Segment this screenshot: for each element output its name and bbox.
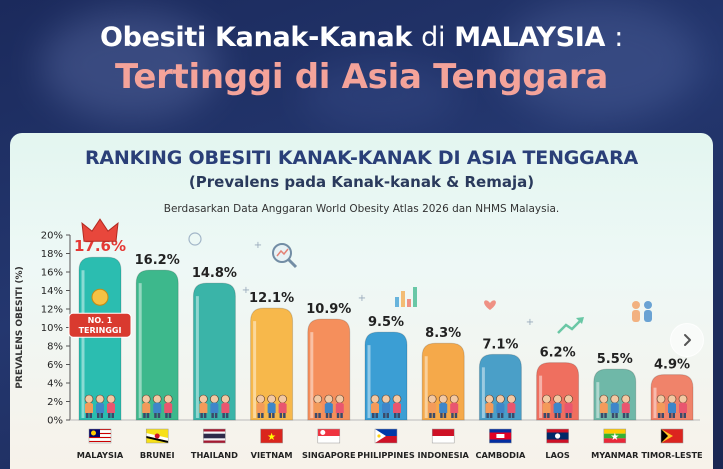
x-category-label: LAOS <box>545 450 570 460</box>
x-category-label: BRUNEI <box>140 450 175 460</box>
bar-value-label: 16.2% <box>135 253 180 268</box>
crown-icon <box>81 218 119 242</box>
y-tick-label: 10% <box>41 323 63 334</box>
heart-hand-icon <box>484 300 496 310</box>
bar-value-label: 12.1% <box>249 291 294 306</box>
country-flag-icon <box>88 428 112 444</box>
title-part2: di <box>421 22 446 53</box>
y-tick-label: 18% <box>41 249 63 260</box>
bar <box>78 256 122 421</box>
y-tick-label: 6% <box>47 360 63 371</box>
x-category-label: CAMBODIA <box>475 450 526 460</box>
y-tick-label: 14% <box>41 286 63 297</box>
x-category-label: MALAYSIA <box>77 450 124 460</box>
x-category-label: INDONESIA <box>418 450 470 460</box>
x-category-label: SINGAPORE <box>302 450 356 460</box>
country-flag-icon: ★ <box>260 428 283 444</box>
bar-group: 7.1% CAMBODIA <box>475 337 526 460</box>
bar-value-label: 4.9% <box>654 358 690 373</box>
bar-value-label: 6.2% <box>540 346 576 361</box>
country-flag-icon <box>317 428 341 444</box>
bar-group: 14.8% THAILAND <box>191 266 238 460</box>
bar <box>135 269 179 421</box>
main-title: Obesiti Kanak-Kanak di MALAYSIA : <box>0 22 723 53</box>
country-flag-icon <box>431 428 455 444</box>
badge-line1: NO. 1 <box>88 316 113 325</box>
bar-chart-icon <box>395 287 417 307</box>
country-flag-icon <box>546 428 569 444</box>
sparkle-icon: + <box>358 293 366 304</box>
chart-subtitle: (Prevalens pada Kanak-kanak & Remaja) <box>188 173 535 191</box>
y-tick-label: 12% <box>41 305 63 316</box>
bar-value-label: 5.5% <box>597 352 633 367</box>
country-flag-icon <box>203 428 226 444</box>
family-icon <box>632 301 652 322</box>
magnifier-chart-icon <box>272 243 298 269</box>
badge-line2: TERINGGI <box>79 326 122 335</box>
bar-group: 12.1% ★ VIETNAM <box>249 291 294 460</box>
bar-group: 8.3% INDONESIA <box>418 326 470 460</box>
y-tick-label: 16% <box>41 268 63 279</box>
title-part3: MALAYSIA <box>454 22 606 53</box>
x-category-label: PHILIPPINES <box>357 450 415 460</box>
svg-text:★: ★ <box>267 432 276 443</box>
bar-group: 6.2% LAOS <box>536 346 580 460</box>
bar-value-label: 10.9% <box>306 302 351 317</box>
y-axis-label: PREVALENS OBESITI (%) <box>15 266 25 388</box>
main-subtitle: Tertinggi di Asia Tenggara <box>114 57 609 97</box>
country-flag-icon <box>489 428 512 444</box>
sparkle-icon: + <box>242 285 250 296</box>
medal-icon <box>91 288 109 306</box>
x-category-label: VIETNAM <box>251 450 293 460</box>
chart-title: RANKING OBESITI KANAK-KANAK DI ASIA TENG… <box>84 147 639 169</box>
x-category-label: TIMOR-LESTE <box>641 450 702 460</box>
svg-text:★: ★ <box>610 432 619 443</box>
bar-value-label: 8.3% <box>425 326 461 341</box>
sparkle-icon: + <box>526 317 534 328</box>
bar-group: 9.5% PHILIPPINES <box>357 315 415 460</box>
country-flag-icon <box>145 428 169 444</box>
title-part1: Obesiti Kanak-Kanak <box>99 22 413 53</box>
title-part4: : <box>614 22 624 53</box>
next-slide-button[interactable] <box>670 323 704 357</box>
y-tick-label: 2% <box>47 397 63 408</box>
bar-group: 17.6%MALAYSIA <box>74 237 126 460</box>
bar <box>192 282 236 421</box>
brain-icon <box>188 232 202 246</box>
country-flag-icon: ★ <box>603 428 627 444</box>
trend-arrow-icon <box>557 317 584 334</box>
header: Obesiti Kanak-Kanak di MALAYSIA : Tertin… <box>0 22 723 97</box>
chart-card: RANKING OBESITI KANAK-KANAK DI ASIA TENG… <box>10 133 713 469</box>
bar-group: 16.2% BRUNEI <box>135 253 180 460</box>
y-tick-label: 20% <box>41 231 63 242</box>
y-tick-label: 4% <box>47 379 63 390</box>
bar-group: 5.5% ★ MYANMAR <box>591 352 639 460</box>
sparkle-icon: + <box>254 240 262 251</box>
bar-value-label: 14.8% <box>192 266 237 281</box>
country-flag-icon <box>374 428 398 444</box>
bar-group: 4.9% TIMOR-LESTE <box>641 358 702 460</box>
bar-value-label: 9.5% <box>368 315 404 330</box>
chart-source: Berdasarkan Data Anggaran World Obesity … <box>163 203 560 215</box>
country-flag-icon <box>660 428 684 444</box>
bar-chart: PREVALENS OBESITI (%) 0% 2% 4% 6% 8% 10% 12% 14%… <box>15 218 703 460</box>
bar-value-label: 7.1% <box>482 337 518 352</box>
bar <box>250 307 294 421</box>
chevron-right-icon <box>684 334 691 346</box>
x-category-label: THAILAND <box>191 450 238 460</box>
y-tick-label: 0% <box>47 416 63 427</box>
y-tick-label: 8% <box>47 342 63 353</box>
x-category-label: MYANMAR <box>591 450 639 460</box>
bar-group: 10.9% SINGAPORE <box>302 302 356 460</box>
